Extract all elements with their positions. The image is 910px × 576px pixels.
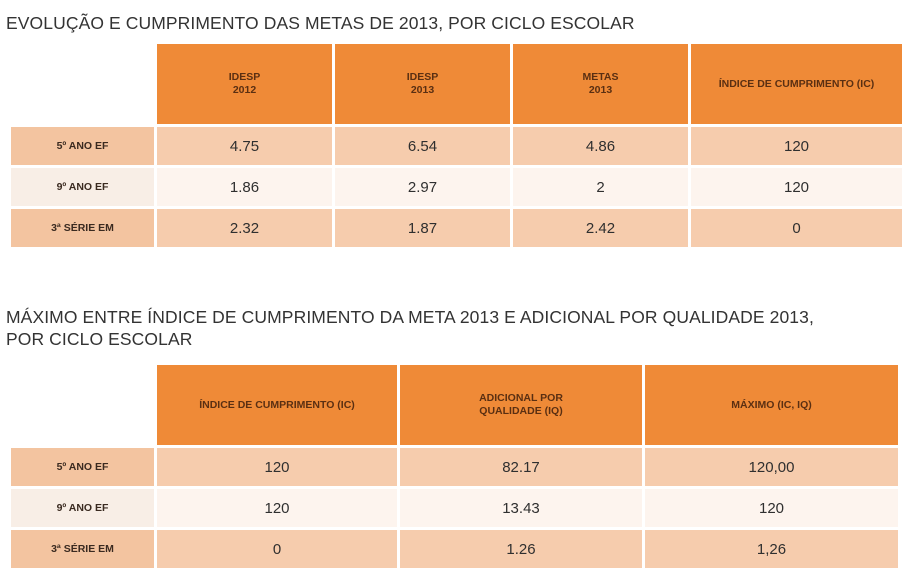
- table-cell: 120: [157, 448, 397, 486]
- row-label: 9º ANO EF: [11, 489, 154, 527]
- table-header-row: IDESP 2012 IDESP 2013 METAS 2013 ÍNDICE DE …: [11, 44, 902, 124]
- table-cell: 120: [691, 127, 902, 165]
- table-cell: 0: [691, 209, 902, 247]
- table2-title-line2: POR CICLO ESCOLAR: [6, 329, 193, 349]
- row-label: 5º ANO EF: [11, 448, 154, 486]
- table-row: 5º ANO EF 4.75 6.54 4.86 120: [11, 127, 902, 165]
- metas-table: IDESP 2012 IDESP 2013 METAS 2013 ÍNDICE DE …: [8, 41, 905, 250]
- maximo-table: ÍNDICE DE CUMPRIMENTO (IC) ADICIONAL POR…: [8, 362, 901, 571]
- table-cell: 2.42: [513, 209, 688, 247]
- header-adicional-qualidade: ADICIONAL POR QUALIDADE (IQ): [400, 365, 642, 445]
- header-idesp-2012: IDESP 2012: [157, 44, 332, 124]
- table-cell: 13.43: [400, 489, 642, 527]
- table-cell: 2.97: [335, 168, 510, 206]
- table-cell: 4.86: [513, 127, 688, 165]
- table-row: 3ª SÉRIE EM 0 1.26 1,26: [11, 530, 898, 568]
- table-row: 9º ANO EF 120 13.43 120: [11, 489, 898, 527]
- table-cell: 2: [513, 168, 688, 206]
- row-label: 3ª SÉRIE EM: [11, 209, 154, 247]
- header-indice-cumprimento: ÍNDICE DE CUMPRIMENTO (IC): [691, 44, 902, 124]
- table-row: 5º ANO EF 120 82.17 120,00: [11, 448, 898, 486]
- table-cell: 4.75: [157, 127, 332, 165]
- table-cell: 1.26: [400, 530, 642, 568]
- table-cell: 0: [157, 530, 397, 568]
- header-metas-2013: METAS 2013: [513, 44, 688, 124]
- row-label: 5º ANO EF: [11, 127, 154, 165]
- table-header-row: ÍNDICE DE CUMPRIMENTO (IC) ADICIONAL POR…: [11, 365, 898, 445]
- row-label: 3ª SÉRIE EM: [11, 530, 154, 568]
- table-cell: 2.32: [157, 209, 332, 247]
- header-corner: [11, 44, 154, 124]
- header-indice-cumprimento: ÍNDICE DE CUMPRIMENTO (IC): [157, 365, 397, 445]
- header-idesp-2013: IDESP 2013: [335, 44, 510, 124]
- table-cell: 82.17: [400, 448, 642, 486]
- table-row: 9º ANO EF 1.86 2.97 2 120: [11, 168, 902, 206]
- table-row: 3ª SÉRIE EM 2.32 1.87 2.42 0: [11, 209, 902, 247]
- table-cell: 6.54: [335, 127, 510, 165]
- table-cell: 1,26: [645, 530, 898, 568]
- table-cell: 120,00: [645, 448, 898, 486]
- table1-title: EVOLUÇÃO E CUMPRIMENTO DAS METAS DE 2013…: [6, 13, 635, 33]
- header-maximo: MÁXIMO (IC, IQ): [645, 365, 898, 445]
- table-cell: 1.86: [157, 168, 332, 206]
- header-corner: [11, 365, 154, 445]
- table-cell: 120: [157, 489, 397, 527]
- table-cell: 120: [691, 168, 902, 206]
- row-label: 9º ANO EF: [11, 168, 154, 206]
- table-cell: 120: [645, 489, 898, 527]
- table-cell: 1.87: [335, 209, 510, 247]
- table2-title: MÁXIMO ENTRE ÍNDICE DE CUMPRIMENTO DA ME…: [6, 307, 814, 327]
